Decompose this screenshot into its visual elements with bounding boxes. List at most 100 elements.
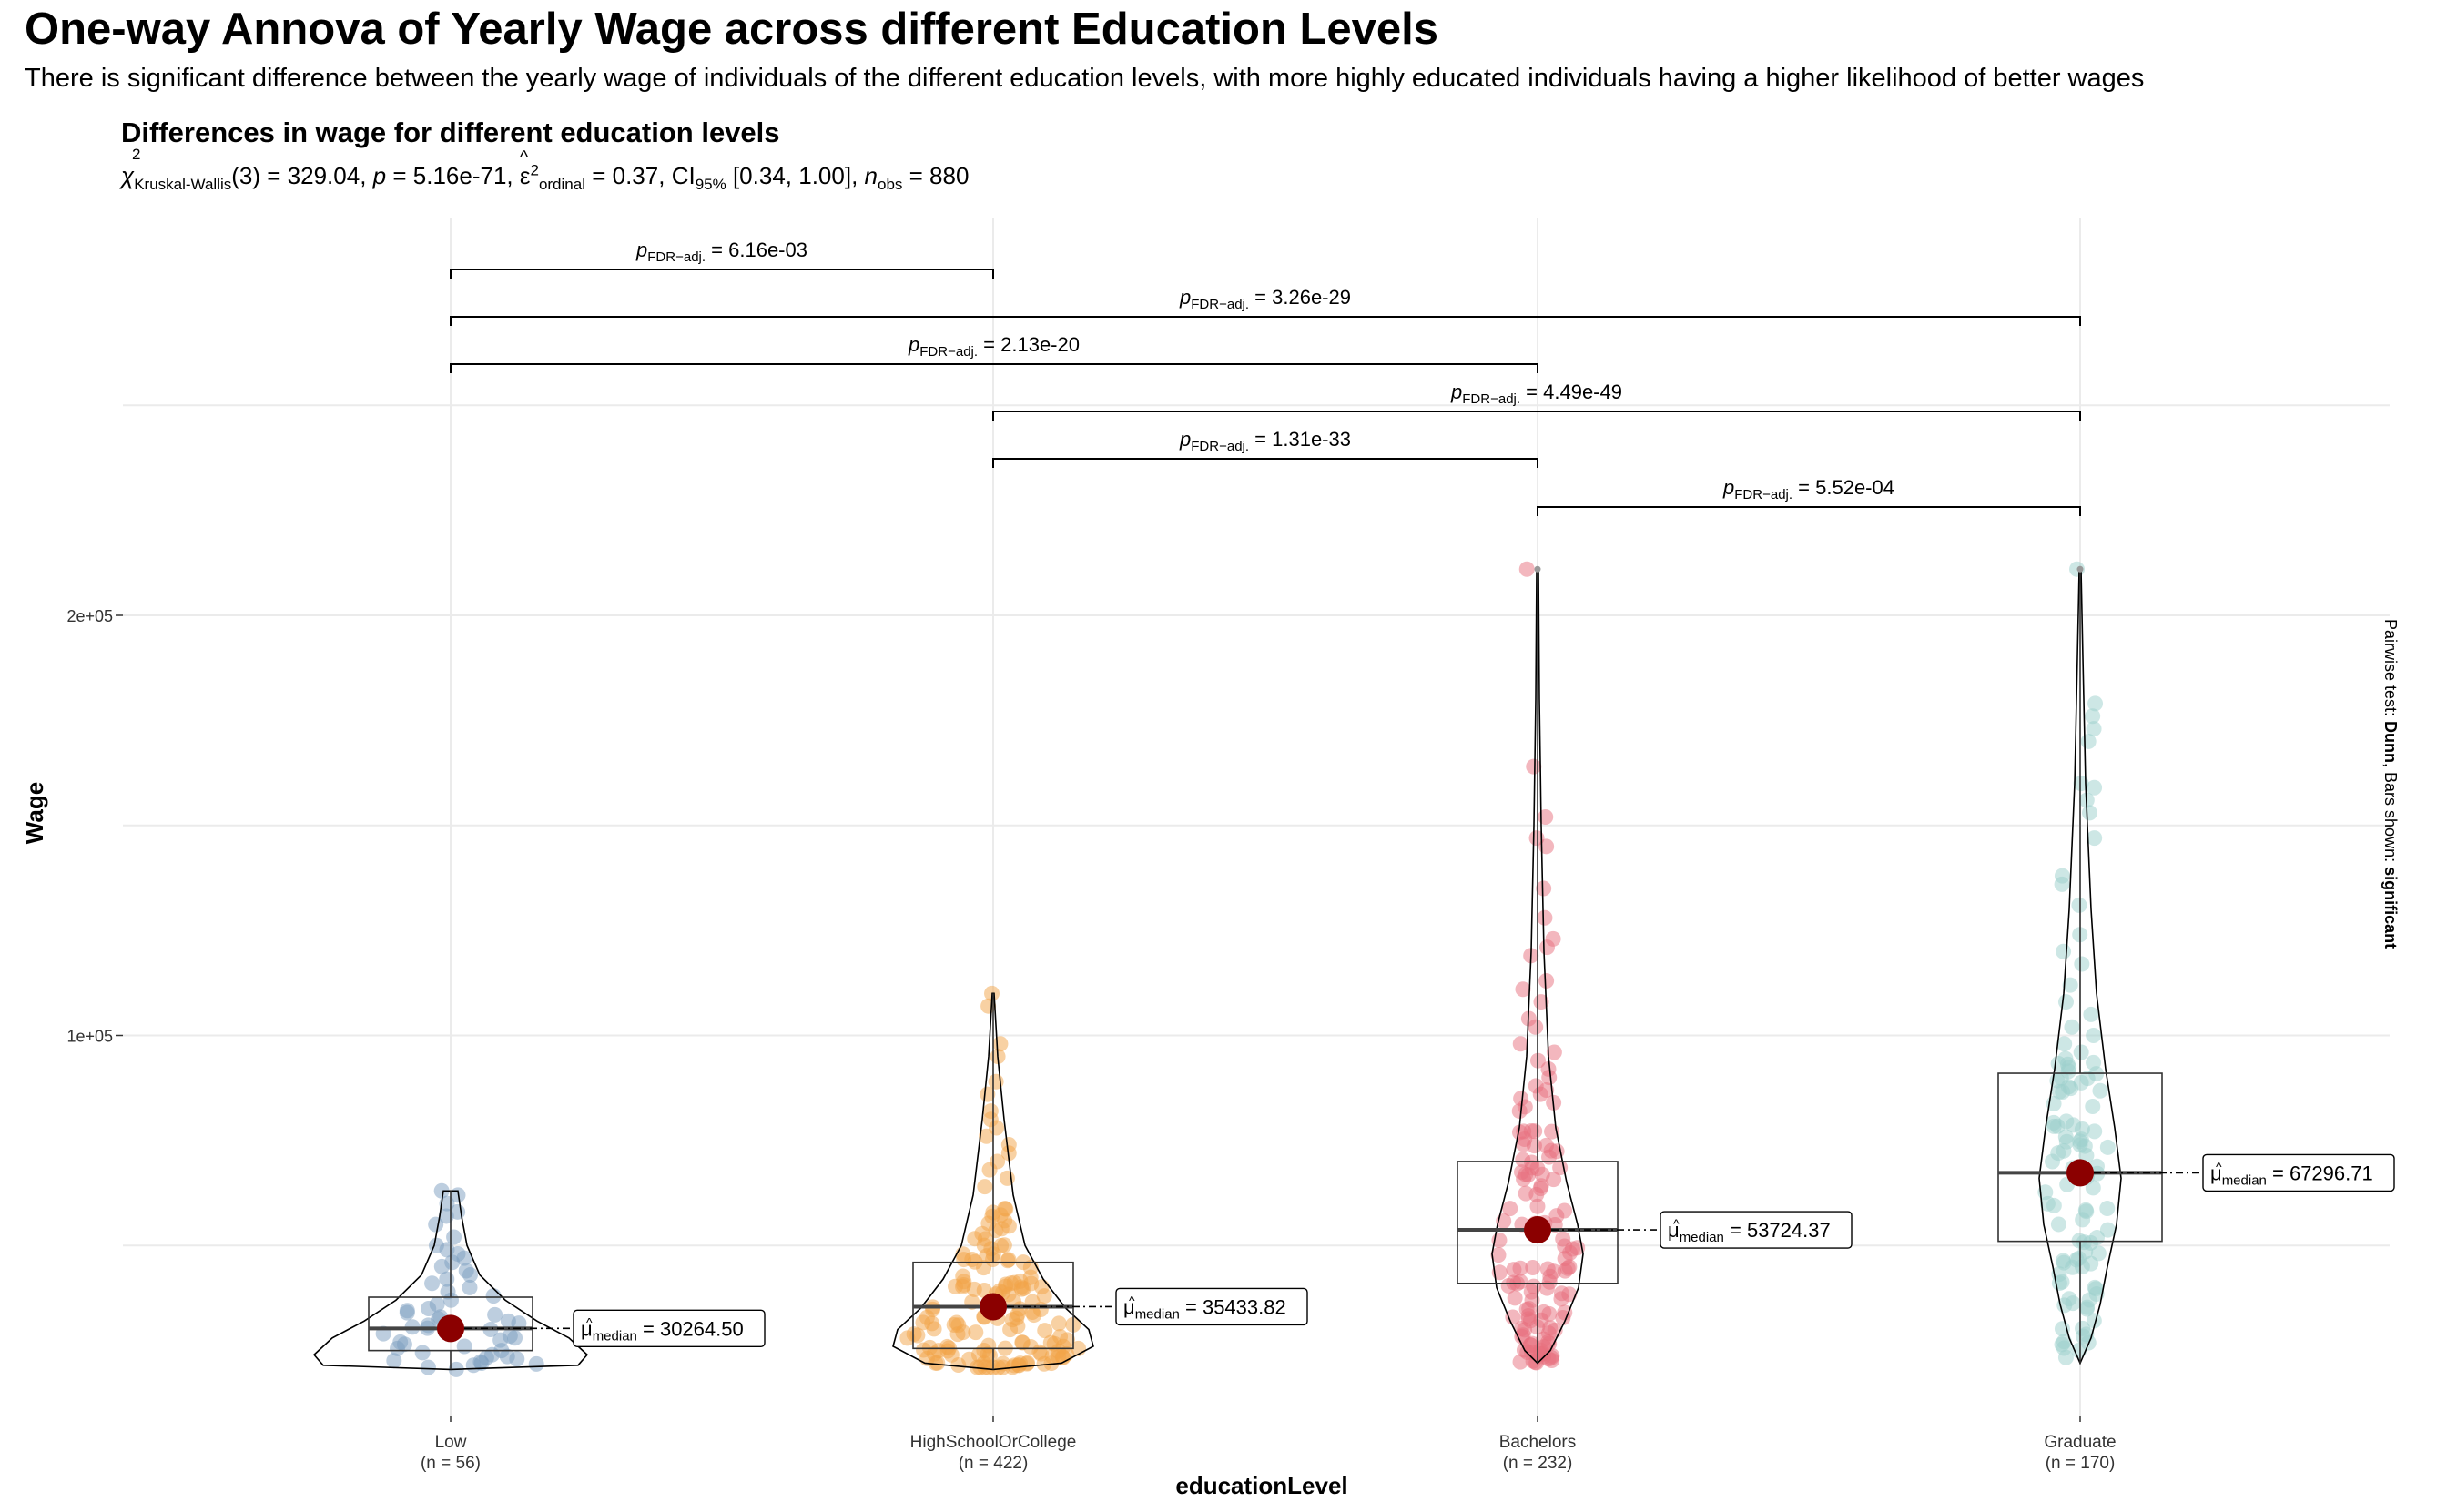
data-point: [433, 1182, 450, 1199]
data-point: [2099, 1139, 2116, 1155]
data-point: [1512, 1274, 1528, 1290]
data-point: [2054, 1336, 2070, 1353]
test-statistic: 329.04: [287, 162, 360, 189]
x-tick-count: (n = 170): [2046, 1454, 2116, 1473]
data-point: [439, 1242, 455, 1258]
data-point: [992, 1207, 1009, 1223]
data-point: [2085, 1180, 2101, 1196]
median-marker: [1524, 1216, 1551, 1244]
data-point: [1523, 1284, 1539, 1300]
data-point: [1541, 1070, 1558, 1086]
data-point: [528, 1355, 544, 1372]
data-point: [1557, 1202, 1573, 1219]
data-point: [2077, 1202, 2094, 1218]
data-point: [1538, 809, 1554, 826]
data-point: [1042, 1334, 1059, 1351]
data-point: [1537, 909, 1553, 926]
data-point: [392, 1334, 409, 1350]
x-tick-label: HighSchoolOrCollege: [910, 1433, 1077, 1452]
data-point: [1536, 880, 1552, 897]
effect-size-symbol: ^ ε2: [519, 147, 539, 189]
data-point: [979, 1128, 995, 1144]
x-tick-label: Low: [435, 1433, 467, 1452]
data-point: [456, 1338, 472, 1355]
data-point: [424, 1275, 441, 1292]
data-point: [487, 1306, 503, 1323]
n-value: 880: [929, 162, 970, 189]
data-point: [1037, 1323, 1053, 1339]
data-point: [1512, 1260, 1528, 1276]
data-point: [1010, 1318, 1026, 1334]
data-point: [2074, 956, 2090, 972]
median-label-text: μmedian = 67296.71: [2210, 1162, 2373, 1188]
data-point: [502, 1327, 518, 1344]
median-label-box: [1115, 1287, 1308, 1326]
x-tick-count: (n = 56): [421, 1454, 481, 1473]
data-point: [1515, 1136, 1531, 1152]
comparison-bracket: [450, 316, 2081, 326]
data-point: [1538, 973, 1555, 989]
data-point: [1502, 1201, 1518, 1217]
data-point: [2099, 1201, 2116, 1217]
data-point: [2071, 897, 2087, 913]
p-value: 5.16e-71: [412, 162, 507, 189]
data-point: [2087, 779, 2103, 796]
data-point: [2087, 830, 2103, 847]
comparison-p-label: pFDR−adj. = 2.13e-20: [908, 333, 1080, 360]
data-point: [2080, 733, 2097, 749]
data-point: [1522, 1337, 1538, 1354]
data-point: [2076, 1234, 2092, 1251]
data-point: [1521, 1301, 1538, 1317]
data-point: [2087, 695, 2104, 712]
data-point: [1507, 1290, 1523, 1306]
data-point: [1512, 1036, 1528, 1052]
n-label: n: [864, 162, 878, 189]
data-point: [950, 1356, 967, 1373]
data-point: [2046, 1114, 2062, 1131]
comparison-bracket: [992, 458, 1538, 468]
data-point: [2045, 1153, 2061, 1170]
data-point: [998, 1276, 1014, 1293]
data-point: [977, 1231, 993, 1247]
data-point: [981, 1162, 998, 1178]
data-point: [2054, 876, 2070, 892]
data-point: [2085, 1098, 2101, 1114]
x-axis-title: educationLevel: [1175, 1472, 1347, 1499]
data-point: [399, 1303, 415, 1319]
median-label-box: [2202, 1153, 2395, 1192]
data-point: [2074, 1121, 2090, 1138]
data-point: [1536, 1331, 1552, 1347]
x-tick-count: (n = 422): [959, 1454, 1029, 1473]
median-marker: [980, 1293, 1007, 1321]
data-point: [2056, 943, 2072, 959]
test-df: (3): [231, 162, 261, 189]
data-point: [1022, 1269, 1039, 1285]
data-point: [1032, 1302, 1049, 1318]
median-hat: ^: [1129, 1293, 1135, 1307]
data-point: [2085, 708, 2101, 725]
data-point: [966, 1281, 982, 1297]
data-point: [462, 1279, 478, 1295]
median-marker: [2066, 1159, 2094, 1187]
page-title: One-way Annova of Yearly Wage across dif…: [25, 5, 1439, 54]
data-point: [428, 1216, 444, 1233]
median-label-box: [1660, 1211, 1853, 1249]
median-label-box: [573, 1309, 766, 1348]
data-point: [1546, 1044, 1562, 1060]
data-point: [2086, 1313, 2102, 1329]
data-point: [1518, 561, 1535, 577]
data-point: [915, 1314, 931, 1331]
data-point: [2058, 1113, 2075, 1130]
data-point: [1525, 1259, 1541, 1275]
y-tick-label: 1e+05: [66, 1028, 113, 1046]
data-point: [2060, 1063, 2076, 1080]
data-point: [1515, 1152, 1531, 1168]
data-point: [2056, 1254, 2072, 1271]
data-point: [926, 1345, 942, 1362]
page-subtitle: There is significant difference between …: [25, 64, 2145, 93]
outlier-point: [2076, 565, 2084, 573]
data-point: [2068, 1252, 2085, 1268]
data-point: [979, 1248, 995, 1264]
data-point: [2073, 1044, 2089, 1060]
p-label: p: [372, 162, 387, 189]
